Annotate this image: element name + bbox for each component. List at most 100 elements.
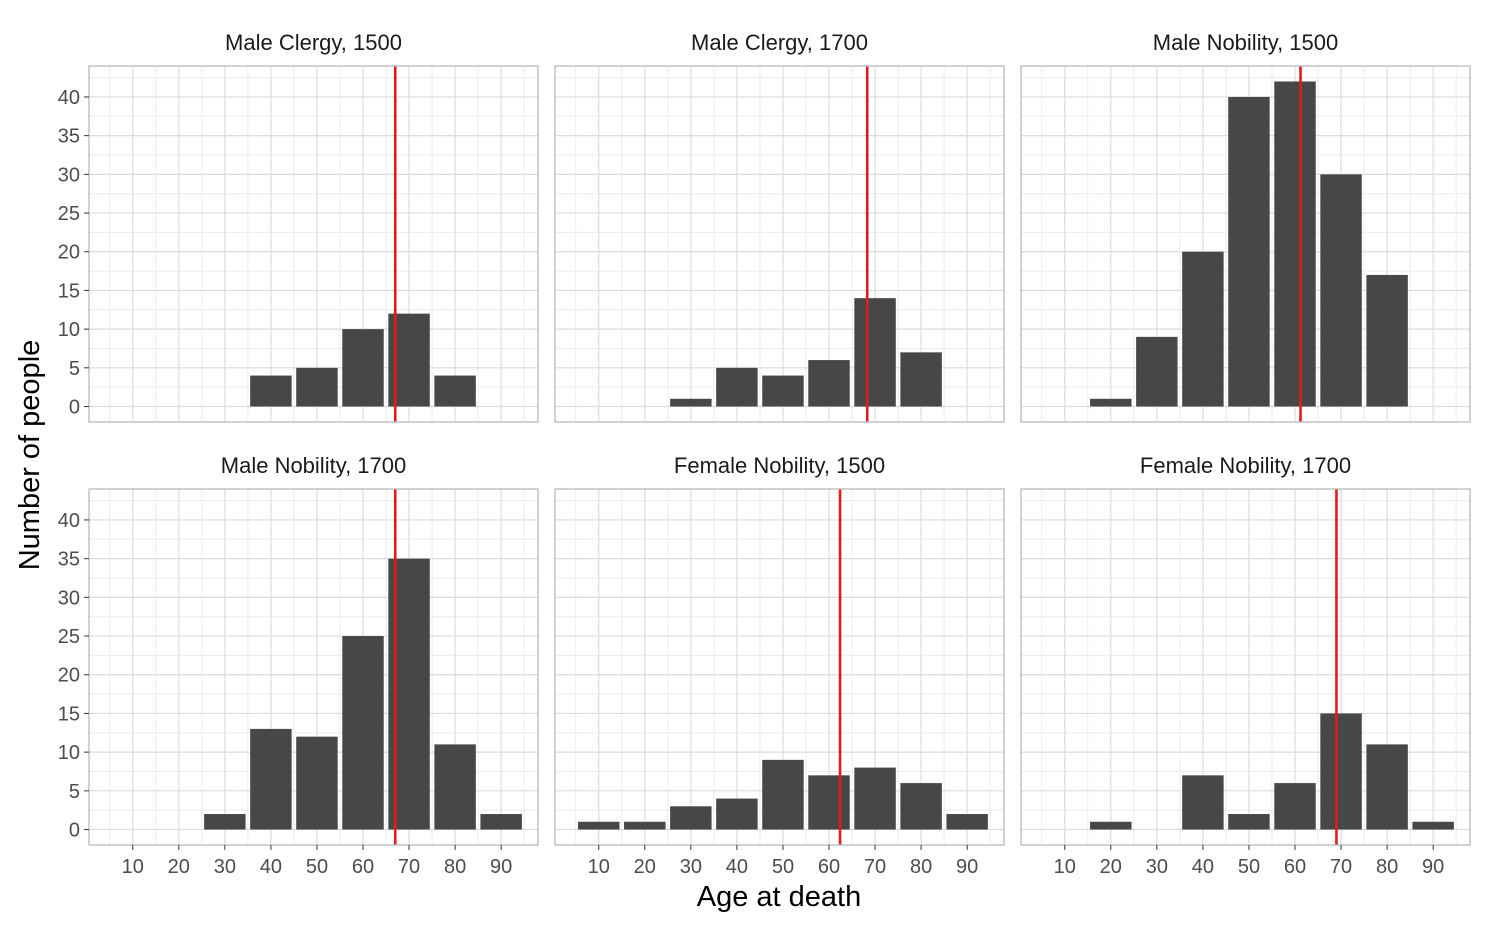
histogram-bar bbox=[204, 814, 246, 830]
panel-title: Male Nobility, 1700 bbox=[221, 453, 406, 478]
x-tick-label: 80 bbox=[444, 856, 466, 878]
panel: Male Clergy, 1700 bbox=[554, 30, 1005, 423]
panel-border bbox=[88, 65, 539, 423]
x-tick-label: 60 bbox=[352, 856, 374, 878]
histogram-bar bbox=[296, 367, 338, 407]
histogram-bar bbox=[342, 329, 384, 407]
y-tick-label: 0 bbox=[69, 820, 80, 842]
histogram-bar bbox=[250, 375, 292, 407]
histogram-bar bbox=[762, 375, 804, 407]
x-tick-label: 80 bbox=[1376, 856, 1398, 878]
histogram-bar bbox=[434, 744, 476, 830]
histogram-bar bbox=[946, 814, 988, 830]
x-tick-label: 40 bbox=[1192, 856, 1214, 878]
y-tick-label: 40 bbox=[58, 510, 80, 532]
y-tick-label: 5 bbox=[69, 781, 80, 803]
panel: Female Nobility, 1700 10 20 30 40 50 60 70 80 90 bbox=[1020, 453, 1471, 878]
panel: Male Nobility, 1500 bbox=[1020, 30, 1471, 423]
x-tick-label: 10 bbox=[1054, 856, 1076, 878]
histogram-bar bbox=[434, 375, 476, 407]
histogram-bar bbox=[1320, 713, 1362, 830]
histogram-bar bbox=[1366, 274, 1408, 407]
histogram-bar bbox=[1136, 336, 1178, 407]
x-tick-label: 50 bbox=[306, 856, 328, 878]
histogram-bar bbox=[250, 728, 292, 830]
x-tick-label: 60 bbox=[818, 856, 840, 878]
x-tick-label: 30 bbox=[214, 856, 236, 878]
histogram-bar bbox=[808, 775, 850, 830]
panel-title: Female Nobility, 1500 bbox=[674, 453, 885, 478]
y-tick-label: 30 bbox=[58, 164, 80, 186]
histogram-bar bbox=[1366, 744, 1408, 830]
panel-title: Male Nobility, 1500 bbox=[1153, 30, 1338, 55]
panel-border bbox=[554, 488, 1005, 846]
x-tick-label: 20 bbox=[168, 856, 190, 878]
x-tick-label: 90 bbox=[490, 856, 512, 878]
panel-title: Female Nobility, 1700 bbox=[1140, 453, 1351, 478]
histogram-bar bbox=[854, 298, 896, 407]
x-tick-label: 10 bbox=[588, 856, 610, 878]
y-tick-label: 40 bbox=[58, 87, 80, 109]
panel-title: Male Clergy, 1700 bbox=[691, 30, 868, 55]
histogram-bar bbox=[670, 806, 712, 830]
x-tick-label: 20 bbox=[1100, 856, 1122, 878]
histogram-bar bbox=[1228, 96, 1270, 407]
panel-border bbox=[554, 65, 1005, 423]
x-tick-label: 50 bbox=[772, 856, 794, 878]
panel-border bbox=[1020, 488, 1471, 846]
histogram-bar bbox=[480, 814, 522, 830]
y-tick-label: 0 bbox=[69, 397, 80, 419]
histogram-bar bbox=[1412, 821, 1454, 830]
histogram-bar bbox=[808, 360, 850, 407]
histogram-bar bbox=[1090, 821, 1132, 830]
histogram-bar bbox=[1090, 398, 1132, 407]
panel-border bbox=[1020, 65, 1471, 423]
y-tick-label: 10 bbox=[58, 319, 80, 341]
histogram-bar bbox=[296, 736, 338, 830]
y-tick-label: 20 bbox=[58, 242, 80, 264]
y-tick-label: 35 bbox=[58, 549, 80, 571]
x-tick-label: 70 bbox=[864, 856, 886, 878]
panel: Female Nobility, 1500 10 20 30 40 50 60 70 80 90 bbox=[554, 453, 1005, 878]
y-tick-label: 20 bbox=[58, 665, 80, 687]
x-tick-label: 60 bbox=[1284, 856, 1306, 878]
y-tick-label: 30 bbox=[58, 587, 80, 609]
x-tick-label: 40 bbox=[260, 856, 282, 878]
x-tick-label: 40 bbox=[726, 856, 748, 878]
histogram-bar bbox=[342, 636, 384, 830]
y-tick-label: 25 bbox=[58, 626, 80, 648]
histogram-bar bbox=[900, 352, 942, 407]
x-tick-label: 50 bbox=[1238, 856, 1260, 878]
x-tick-label: 70 bbox=[1330, 856, 1352, 878]
x-tick-label: 90 bbox=[1422, 856, 1444, 878]
x-tick-label: 80 bbox=[910, 856, 932, 878]
x-tick-label: 70 bbox=[398, 856, 420, 878]
histogram-bar bbox=[716, 798, 758, 830]
histogram-bar bbox=[716, 367, 758, 407]
histogram-bar bbox=[1182, 251, 1224, 407]
panel-title: Male Clergy, 1500 bbox=[225, 30, 402, 55]
histogram-bar bbox=[1182, 775, 1224, 830]
histogram-bar bbox=[762, 759, 804, 830]
histogram-bar bbox=[1274, 81, 1316, 407]
histogram-bar bbox=[854, 767, 896, 830]
y-tick-label: 10 bbox=[58, 742, 80, 764]
y-tick-label: 15 bbox=[58, 280, 80, 302]
x-tick-label: 30 bbox=[680, 856, 702, 878]
panel-border bbox=[88, 488, 539, 846]
y-axis-title: Number of people bbox=[14, 340, 46, 571]
y-tick-label: 5 bbox=[69, 358, 80, 380]
histogram-bar bbox=[578, 821, 620, 830]
histogram-bar bbox=[1228, 814, 1270, 830]
x-tick-label: 20 bbox=[634, 856, 656, 878]
y-tick-label: 25 bbox=[58, 203, 80, 225]
histogram-bar bbox=[900, 783, 942, 830]
panel: Male Clergy, 1500 0 5 10 15 20 25 30 35 40 bbox=[58, 30, 539, 423]
panel: Male Nobility, 1700 0 5 10 15 20 25 30 35 40 10 20 3… bbox=[58, 453, 539, 878]
x-axis-title: Age at death bbox=[697, 881, 861, 913]
histogram-bar bbox=[670, 398, 712, 407]
x-tick-label: 90 bbox=[956, 856, 978, 878]
x-tick-label: 30 bbox=[1146, 856, 1168, 878]
